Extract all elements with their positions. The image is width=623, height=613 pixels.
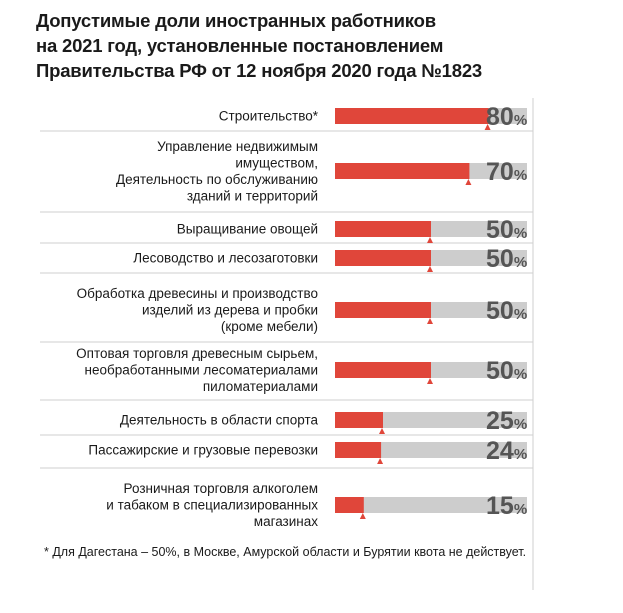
value-label: 50% <box>486 245 527 273</box>
bar-end-marker <box>427 318 433 324</box>
value-label: 25% <box>486 407 527 435</box>
bar <box>335 362 431 378</box>
category-label: пиломатериалами <box>203 379 318 394</box>
value-label: 50% <box>486 297 527 325</box>
bar <box>335 108 489 124</box>
bar-end-marker <box>427 378 433 384</box>
category-label: Строительство* <box>219 109 319 124</box>
bar <box>335 497 364 513</box>
category-label: необработанными лесоматериалами <box>85 363 318 378</box>
category-label: Управление недвижимым <box>157 139 318 154</box>
value-label: 24% <box>486 437 527 465</box>
bar-end-marker <box>379 428 385 434</box>
value-label: 50% <box>486 357 527 385</box>
footnote: * Для Дагестана – 50%, в Москве, Амурско… <box>44 545 527 559</box>
category-label: Выращивание овощей <box>177 222 318 237</box>
category-label: зданий и территорий <box>187 188 318 203</box>
category-label: Розничная торговля алкоголем <box>124 481 318 496</box>
bar <box>335 412 383 428</box>
bar-end-marker <box>427 266 433 272</box>
value-label: 70% <box>486 158 527 186</box>
value-label: 15% <box>486 492 527 520</box>
category-label: Обработка древесины и производство <box>77 286 318 301</box>
category-label: Оптовая торговля древесным сырьем, <box>76 346 318 361</box>
category-label: изделий из дерева и пробки <box>142 303 318 318</box>
bar <box>335 163 470 179</box>
bar-end-marker <box>465 179 472 185</box>
bar-end-marker <box>484 124 491 130</box>
category-label: Деятельность по обслуживанию <box>116 172 318 187</box>
value-label: 50% <box>486 216 527 244</box>
bar <box>335 442 382 458</box>
bar-track <box>335 497 527 513</box>
bar-end-marker <box>427 237 433 243</box>
category-label: магазинах <box>254 514 318 529</box>
bar-end-marker <box>359 513 366 519</box>
category-label: Лесоводство и лесозаготовки <box>133 251 318 266</box>
bar-end-marker <box>377 458 384 464</box>
title-line-3: Правительства РФ от 12 ноября 2020 года … <box>36 60 483 81</box>
title-line-1: Допустимые доли иностранных работников <box>36 10 436 31</box>
bar <box>335 302 431 318</box>
title-line-2: на 2021 год, установленные постановление… <box>36 35 444 56</box>
chart-title: Допустимые доли иностранных работников н… <box>36 8 596 83</box>
category-label: (кроме мебели) <box>221 319 318 334</box>
value-label: 80% <box>486 103 527 131</box>
category-label: Деятельность в области спорта <box>120 413 319 428</box>
category-label: имуществом, <box>235 155 318 170</box>
category-label: Пассажирские и грузовые перевозки <box>88 443 318 458</box>
bar <box>335 250 431 266</box>
category-label: и табаком в специализированных <box>106 498 318 513</box>
bar <box>335 221 431 237</box>
bar-track <box>335 442 527 458</box>
